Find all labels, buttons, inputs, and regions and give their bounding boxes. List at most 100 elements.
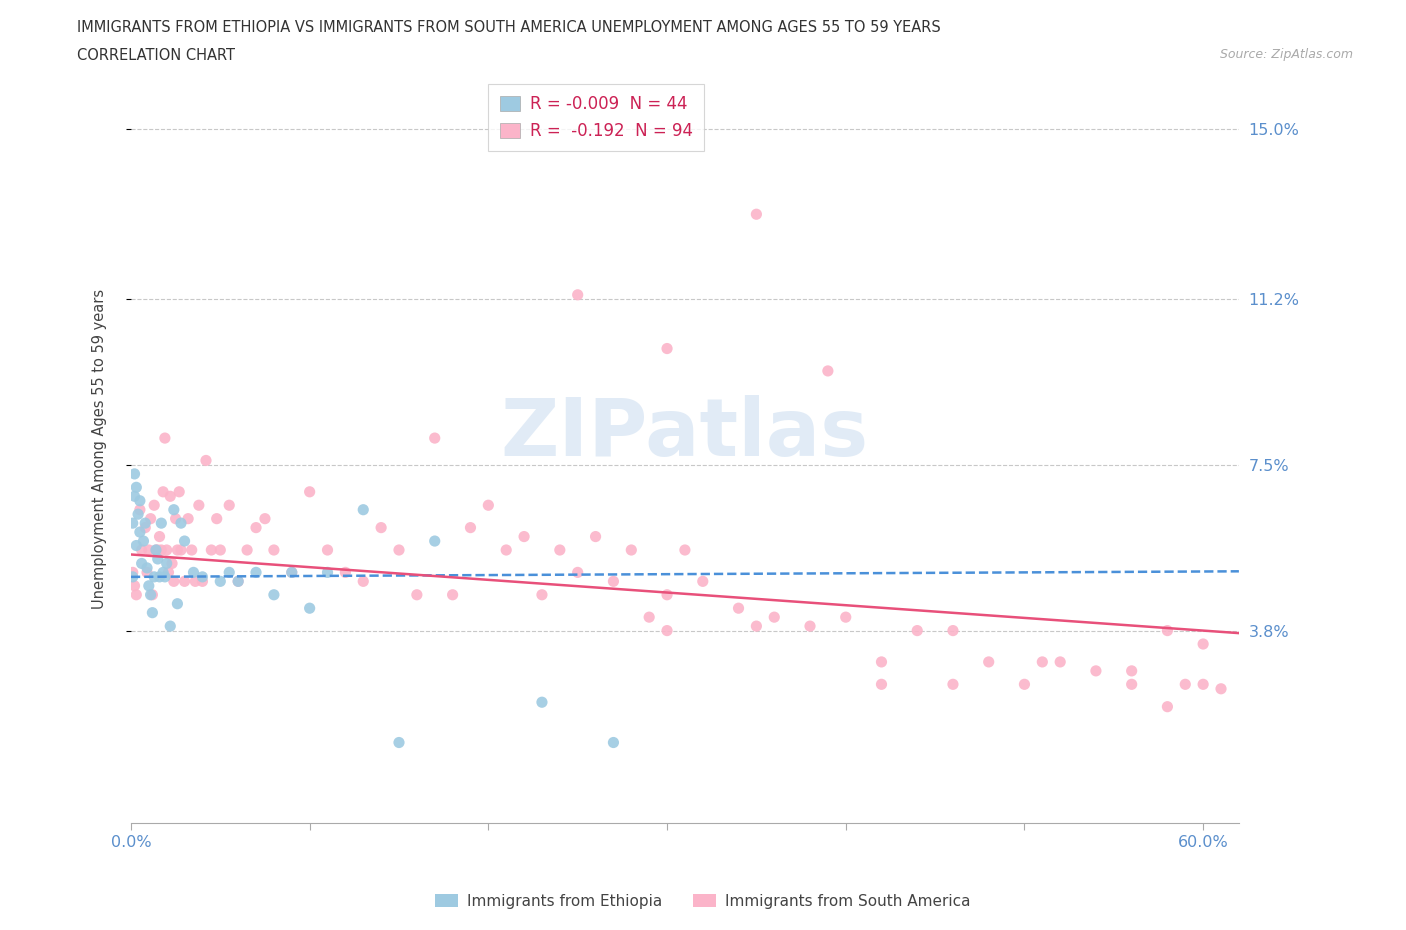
Point	[226, 574, 249, 589]
Point	[405, 588, 427, 603]
Point	[157, 565, 180, 579]
Point	[1192, 677, 1215, 692]
Point	[567, 565, 589, 579]
Point	[218, 498, 240, 512]
Point	[124, 489, 146, 504]
Point	[152, 485, 174, 499]
Point	[156, 556, 179, 571]
Point	[567, 287, 589, 302]
Point	[156, 542, 179, 557]
Point	[388, 735, 411, 750]
Point	[263, 542, 285, 557]
Point	[817, 364, 839, 379]
Point	[495, 542, 517, 557]
Point	[1156, 623, 1178, 638]
Point	[134, 520, 156, 535]
Point	[1049, 655, 1071, 670]
Point	[692, 574, 714, 589]
Point	[441, 588, 464, 603]
Point	[150, 516, 173, 531]
Point	[131, 556, 153, 571]
Point	[263, 588, 285, 603]
Point	[121, 516, 143, 531]
Point	[1084, 663, 1107, 678]
Point	[170, 516, 193, 531]
Point	[125, 538, 148, 553]
Point	[370, 520, 392, 535]
Point	[187, 498, 209, 512]
Point	[477, 498, 499, 512]
Point	[905, 623, 928, 638]
Point	[1156, 699, 1178, 714]
Point	[585, 529, 607, 544]
Point	[173, 534, 195, 549]
Point	[166, 542, 188, 557]
Point	[124, 467, 146, 482]
Text: ZIPatlas: ZIPatlas	[501, 395, 869, 473]
Point	[655, 341, 678, 356]
Legend: R = -0.009  N = 44, R =  -0.192  N = 94: R = -0.009 N = 44, R = -0.192 N = 94	[488, 84, 704, 152]
Point	[236, 542, 259, 557]
Point	[298, 485, 321, 499]
Text: Source: ZipAtlas.com: Source: ZipAtlas.com	[1219, 48, 1353, 61]
Point	[195, 453, 218, 468]
Point	[163, 574, 186, 589]
Point	[136, 565, 159, 579]
Point	[209, 542, 232, 557]
Point	[281, 565, 304, 579]
Point	[132, 534, 155, 549]
Point	[163, 502, 186, 517]
Point	[799, 618, 821, 633]
Point	[127, 507, 149, 522]
Point	[673, 542, 696, 557]
Point	[128, 525, 150, 539]
Point	[602, 574, 624, 589]
Point	[141, 588, 163, 603]
Point	[125, 588, 148, 603]
Point	[121, 569, 143, 584]
Point	[148, 569, 170, 584]
Point	[1014, 677, 1036, 692]
Point	[148, 529, 170, 544]
Point	[388, 542, 411, 557]
Point	[763, 610, 786, 625]
Point	[124, 578, 146, 593]
Point	[138, 542, 160, 557]
Point	[141, 605, 163, 620]
Point	[183, 565, 205, 579]
Point	[143, 498, 166, 512]
Point	[166, 596, 188, 611]
Text: IMMIGRANTS FROM ETHIOPIA VS IMMIGRANTS FROM SOUTH AMERICA UNEMPLOYMENT AMONG AGE: IMMIGRANTS FROM ETHIOPIA VS IMMIGRANTS F…	[77, 20, 941, 35]
Legend: Immigrants from Ethiopia, Immigrants from South America: Immigrants from Ethiopia, Immigrants fro…	[429, 887, 977, 915]
Point	[1209, 682, 1232, 697]
Point	[942, 623, 965, 638]
Point	[638, 610, 661, 625]
Point	[165, 512, 187, 526]
Point	[1192, 636, 1215, 651]
Point	[143, 569, 166, 584]
Point	[139, 512, 162, 526]
Point	[226, 574, 249, 589]
Point	[977, 655, 1000, 670]
Point	[121, 565, 143, 579]
Point	[173, 574, 195, 589]
Point	[352, 502, 374, 517]
Point	[152, 565, 174, 579]
Point	[125, 480, 148, 495]
Point	[835, 610, 858, 625]
Point	[745, 206, 768, 221]
Point	[245, 565, 267, 579]
Point	[139, 588, 162, 603]
Point	[602, 735, 624, 750]
Point	[513, 529, 536, 544]
Point	[138, 578, 160, 593]
Point	[209, 574, 232, 589]
Point	[146, 542, 169, 557]
Point	[170, 542, 193, 557]
Point	[1121, 663, 1143, 678]
Point	[655, 588, 678, 603]
Point	[423, 431, 446, 445]
Point	[460, 520, 482, 535]
Point	[745, 618, 768, 633]
Point	[180, 542, 202, 557]
